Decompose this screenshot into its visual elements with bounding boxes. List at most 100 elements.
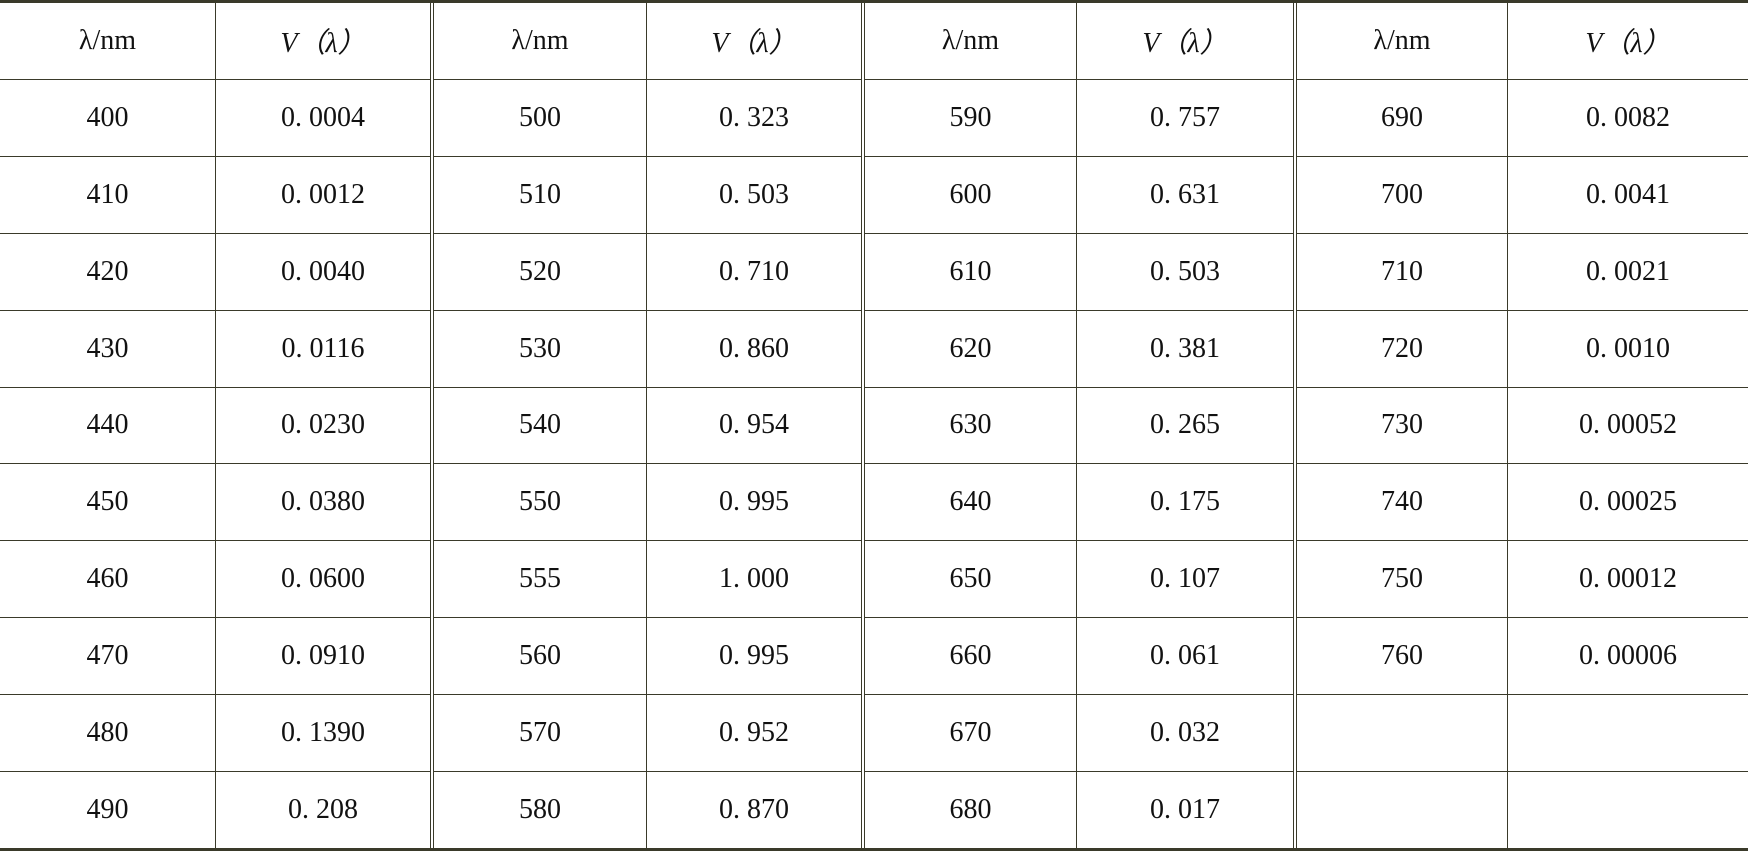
wavelength-cell: 500 [434,78,646,156]
efficiency-cell: 0. 757 [1077,78,1293,156]
wavelength-column: λ/nm 400 410 420 430 440 450 460 470 480 490 [0,3,215,848]
efficiency-column: V（λ） 0. 323 0. 503 0. 710 0. 860 0. 954 0. 995… [646,3,861,848]
efficiency-cell: 0. 175 [1077,463,1293,540]
efficiency-cell: 0. 0004 [216,78,430,156]
efficiency-cell [1508,694,1748,771]
efficiency-cell: 0. 860 [647,309,861,387]
wavelength-column: λ/nm 690 700 710 720 730 740 750 760 [1297,3,1507,848]
wavelength-cell: 520 [434,232,646,310]
column-group: λ/nm 690 700 710 720 730 740 750 760 V（λ） 0. 0082 0… [1297,3,1748,848]
wavelength-cell [1297,694,1507,771]
wavelength-cell: 710 [1297,232,1507,310]
wavelength-cell: 700 [1297,155,1507,233]
efficiency-column: V（λ） 0. 0004 0. 0012 0. 0040 0. 0116 0. 0230 0… [215,3,430,848]
wavelength-cell: 460 [0,540,215,617]
efficiency-column: V（λ） 0. 0082 0. 0041 0. 0021 0. 0010 0. 00052… [1507,3,1748,848]
wavelength-cell: 490 [0,771,215,848]
efficiency-cell: 0. 0230 [216,386,430,464]
efficiency-cell: 0. 1390 [216,694,430,771]
wavelength-cell [1297,771,1507,848]
wavelength-cell: 630 [865,386,1076,464]
efficiency-cell: 0. 017 [1077,771,1293,848]
efficiency-cell: 0. 0041 [1508,155,1748,233]
efficiency-cell: 0. 0600 [216,540,430,617]
wavelength-cell: 600 [865,155,1076,233]
efficiency-cell: 0. 503 [647,155,861,233]
wavelength-cell: 450 [0,463,215,540]
wavelength-cell: 570 [434,694,646,771]
wavelength-cell: 555 [434,540,646,617]
column-header: V（λ） [1142,27,1228,59]
efficiency-cell: 0. 0012 [216,155,430,233]
efficiency-cell: 0. 995 [647,617,861,694]
efficiency-cell: 0. 00052 [1508,386,1748,464]
wavelength-cell: 760 [1297,617,1507,694]
wavelength-column: λ/nm 590 600 610 620 630 640 650 660 670 680 [865,3,1076,848]
wavelength-cell: 420 [0,232,215,310]
wavelength-cell: 510 [434,155,646,233]
group-divider [1293,3,1297,848]
wavelength-cell: 540 [434,386,646,464]
wavelength-column: λ/nm 500 510 520 530 540 550 555 560 570 580 [434,3,646,848]
column-header: λ/nm [1373,24,1431,56]
wavelength-cell: 560 [434,617,646,694]
wavelength-cell: 590 [865,78,1076,156]
efficiency-cell: 0. 0082 [1508,78,1748,156]
column-header: V（λ） [711,27,797,59]
efficiency-cell: 0. 0040 [216,232,430,310]
efficiency-column: V（λ） 0. 757 0. 631 0. 503 0. 381 0. 265 0. 175… [1076,3,1293,848]
wavelength-cell: 680 [865,771,1076,848]
efficiency-cell: 0. 870 [647,771,861,848]
wavelength-cell: 690 [1297,78,1507,156]
efficiency-cell: 0. 0116 [216,309,430,387]
wavelength-cell: 430 [0,309,215,387]
wavelength-cell: 480 [0,694,215,771]
efficiency-cell: 0. 0021 [1508,232,1748,310]
wavelength-cell: 740 [1297,463,1507,540]
efficiency-cell: 0. 00025 [1508,463,1748,540]
efficiency-cell [1508,771,1748,848]
efficiency-cell: 0. 952 [647,694,861,771]
wavelength-cell: 410 [0,155,215,233]
efficiency-cell: 0. 0010 [1508,309,1748,387]
efficiency-cell: 0. 323 [647,78,861,156]
wavelength-cell: 400 [0,78,215,156]
wavelength-cell: 470 [0,617,215,694]
efficiency-cell: 0. 503 [1077,232,1293,310]
wavelength-cell: 650 [865,540,1076,617]
efficiency-cell: 0. 107 [1077,540,1293,617]
efficiency-cell: 0. 265 [1077,386,1293,464]
column-header: V（λ） [280,27,366,59]
wavelength-cell: 620 [865,309,1076,387]
wavelength-cell: 670 [865,694,1076,771]
wavelength-cell: 550 [434,463,646,540]
wavelength-cell: 610 [865,232,1076,310]
efficiency-cell: 1. 000 [647,540,861,617]
efficiency-cell: 0. 032 [1077,694,1293,771]
column-header: V（λ） [1585,27,1671,59]
efficiency-cell: 0. 631 [1077,155,1293,233]
wavelength-cell: 720 [1297,309,1507,387]
column-group: λ/nm 400 410 420 430 440 450 460 470 480 490 V（λ） 0.… [0,3,430,848]
wavelength-cell: 580 [434,771,646,848]
column-group: λ/nm 500 510 520 530 540 550 555 560 570 580 V（λ） 0.… [434,3,861,848]
wavelength-cell: 530 [434,309,646,387]
efficiency-cell: 0. 061 [1077,617,1293,694]
efficiency-cell: 0. 00006 [1508,617,1748,694]
group-divider [430,3,434,848]
efficiency-cell: 0. 00012 [1508,540,1748,617]
column-header: λ/nm [511,24,569,56]
column-header: λ/nm [78,24,137,56]
efficiency-cell: 0. 954 [647,386,861,464]
wavelength-cell: 660 [865,617,1076,694]
column-group: λ/nm 590 600 610 620 630 640 650 660 670 680 V（λ） 0.… [865,3,1293,848]
efficiency-cell: 0. 995 [647,463,861,540]
efficiency-cell: 0. 381 [1077,309,1293,387]
wavelength-cell: 750 [1297,540,1507,617]
wavelength-cell: 440 [0,386,215,464]
efficiency-cell: 0. 0380 [216,463,430,540]
efficiency-cell: 0. 0910 [216,617,430,694]
group-divider [861,3,865,848]
wavelength-cell: 640 [865,463,1076,540]
